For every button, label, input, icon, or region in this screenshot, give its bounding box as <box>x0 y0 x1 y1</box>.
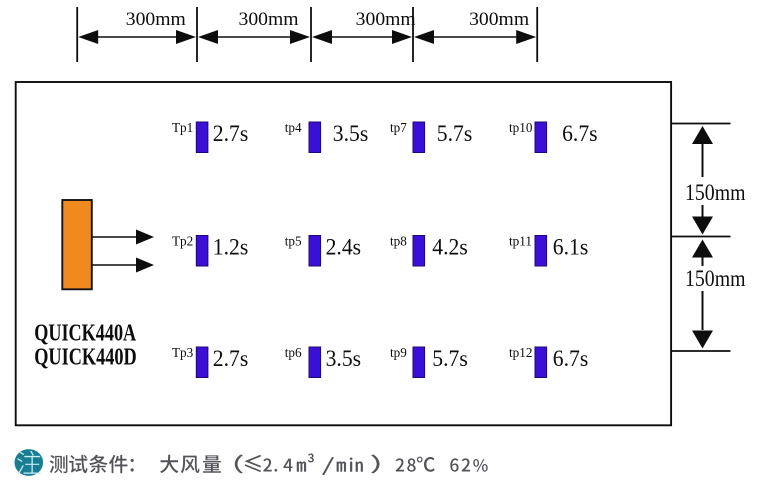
svg-text:150mm: 150mm <box>685 180 746 206</box>
svg-text:3.5s: 3.5s <box>326 346 362 371</box>
svg-text:tp12: tp12 <box>509 345 532 360</box>
svg-text:2.4s: 2.4s <box>326 235 362 260</box>
svg-text:tp7: tp7 <box>390 120 407 135</box>
svg-text:tp9: tp9 <box>390 345 407 360</box>
svg-text:Tp3: Tp3 <box>172 345 194 360</box>
svg-text:QUICK440D: QUICK440D <box>34 343 137 370</box>
svg-text:Tp1: Tp1 <box>172 120 193 135</box>
svg-text:4.2s: 4.2s <box>432 235 468 260</box>
svg-text:3.5s: 3.5s <box>333 121 369 146</box>
svg-text:5.7s: 5.7s <box>437 121 473 146</box>
svg-text:tp11: tp11 <box>509 234 532 249</box>
svg-text:5.7s: 5.7s <box>432 346 468 371</box>
svg-text:Tp2: Tp2 <box>172 234 193 249</box>
svg-text:tp6: tp6 <box>285 345 302 360</box>
svg-text:tp4: tp4 <box>285 120 302 135</box>
svg-text:300mm: 300mm <box>469 9 529 30</box>
svg-text:tp5: tp5 <box>285 234 302 249</box>
svg-text:6.7s: 6.7s <box>553 346 589 371</box>
svg-text:2.7s: 2.7s <box>213 346 249 371</box>
svg-text:6.1s: 6.1s <box>553 235 589 260</box>
svg-text:QUICK440A: QUICK440A <box>34 320 136 347</box>
svg-text:300mm: 300mm <box>356 9 416 30</box>
svg-text:6.7s: 6.7s <box>562 121 598 146</box>
svg-text:300mm: 300mm <box>239 9 299 30</box>
svg-text:150mm: 150mm <box>685 266 746 292</box>
svg-text:1.2s: 1.2s <box>213 235 249 260</box>
svg-text:2.7s: 2.7s <box>213 121 249 146</box>
svg-text:tp10: tp10 <box>509 120 533 135</box>
svg-text:tp8: tp8 <box>390 234 407 249</box>
svg-text:300mm: 300mm <box>126 9 186 30</box>
